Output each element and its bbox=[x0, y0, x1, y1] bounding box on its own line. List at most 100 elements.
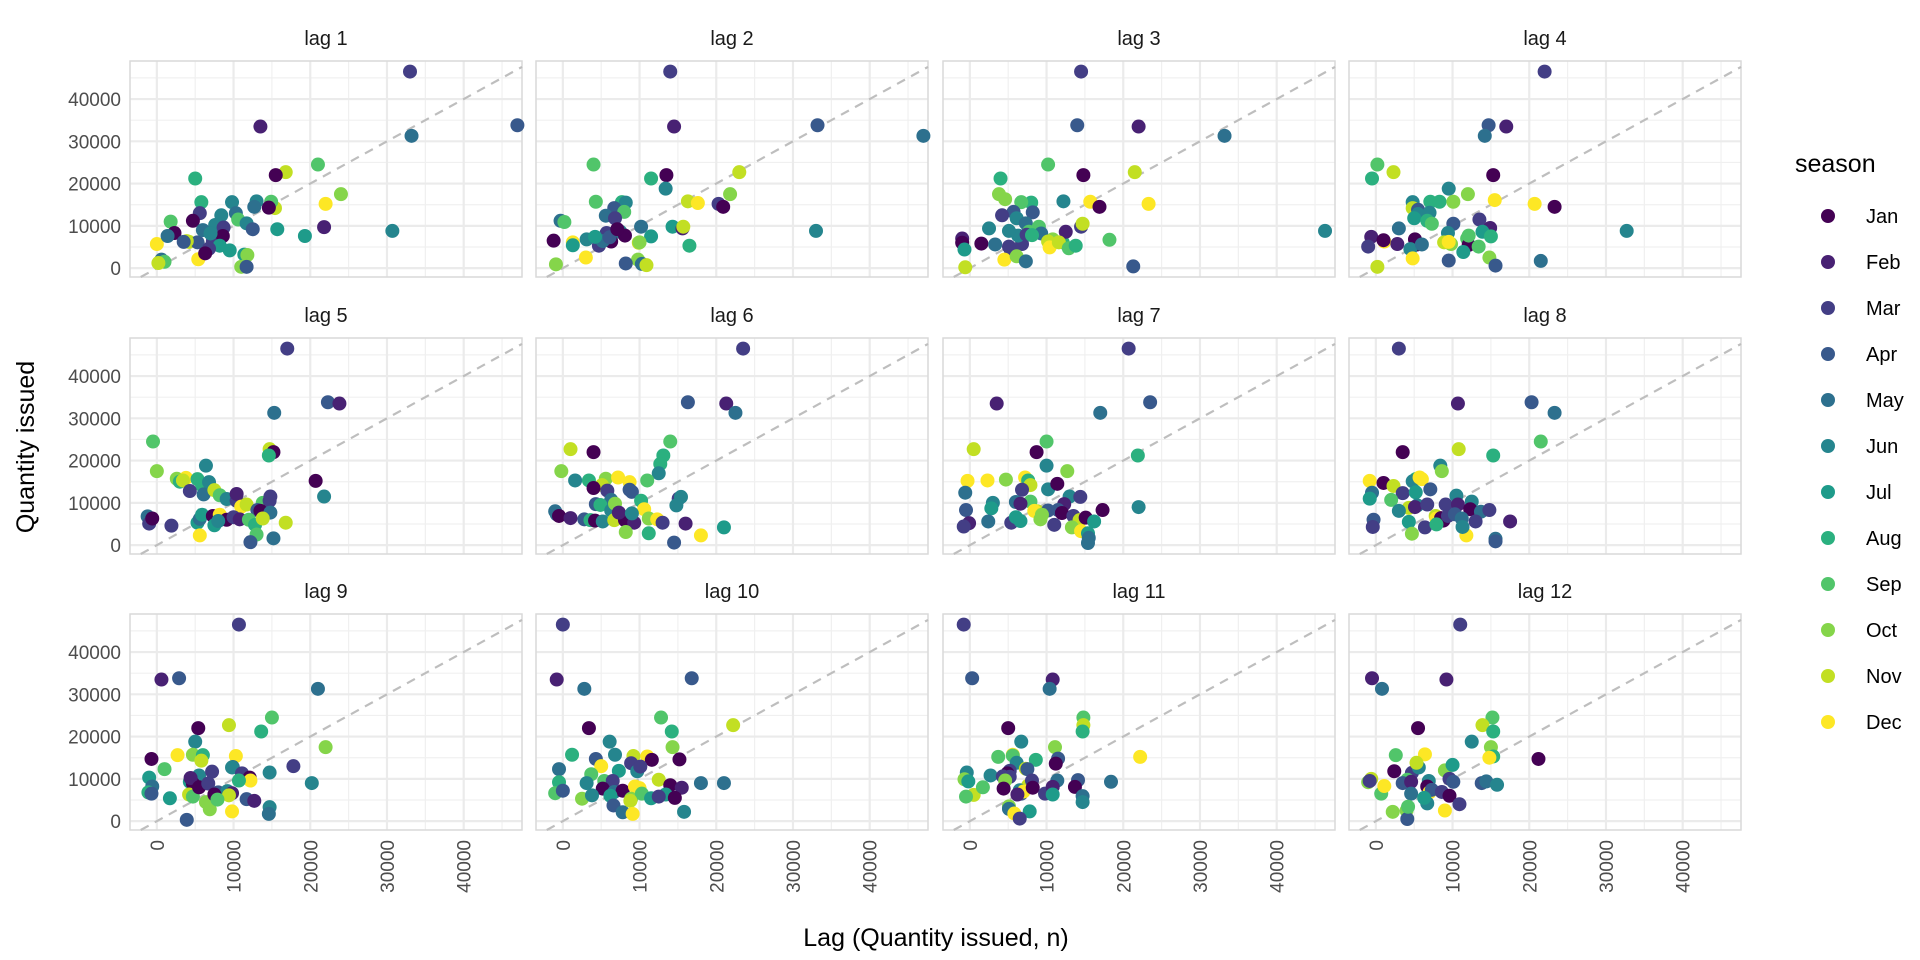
data-point-mar bbox=[555, 617, 570, 632]
data-point-aug bbox=[644, 171, 659, 186]
data-point-dec bbox=[1405, 251, 1420, 266]
data-point-jan bbox=[1411, 721, 1426, 736]
panel-lag-9: lag 9 bbox=[129, 581, 523, 831]
panel-lag-11: lag 11 bbox=[942, 581, 1336, 831]
legend-item-oct: Oct bbox=[1821, 620, 1898, 642]
data-point-dec bbox=[1377, 779, 1392, 794]
data-point-jun bbox=[304, 776, 319, 791]
data-point-sep bbox=[1485, 710, 1500, 725]
panel-title: lag 8 bbox=[1523, 305, 1566, 327]
data-point-sep bbox=[557, 215, 572, 230]
x-tick-label: 10000 bbox=[1038, 840, 1059, 893]
legend-key-dot bbox=[1821, 209, 1835, 223]
data-point-feb bbox=[317, 220, 332, 235]
legend-key-dot bbox=[1821, 531, 1835, 545]
panel-title: lag 2 bbox=[710, 28, 753, 50]
data-point-sep bbox=[959, 789, 974, 804]
data-point-mar bbox=[231, 617, 246, 632]
legend: season Jan Feb Mar Apr May Jun Jul Aug Sep Oct Nov… bbox=[1795, 150, 1904, 734]
data-point-oct bbox=[1404, 526, 1419, 541]
data-point-dec bbox=[243, 773, 258, 788]
data-point-nov bbox=[651, 772, 666, 787]
data-point-oct bbox=[618, 525, 633, 540]
data-point-jan bbox=[1095, 503, 1110, 518]
data-point-dec bbox=[170, 748, 185, 763]
legend-key-dot bbox=[1821, 347, 1835, 361]
data-point-may bbox=[1533, 253, 1548, 268]
data-point-sep bbox=[991, 749, 1006, 764]
panel-border bbox=[1348, 60, 1742, 278]
data-point-may bbox=[981, 514, 996, 529]
data-point-oct bbox=[1048, 740, 1062, 755]
data-point-aug bbox=[254, 724, 269, 739]
data-point-jan bbox=[268, 168, 283, 183]
data-point-sep bbox=[1102, 232, 1117, 247]
data-point-jul bbox=[984, 501, 999, 516]
data-point-jun bbox=[1619, 223, 1634, 238]
data-point-jun bbox=[1464, 734, 1479, 749]
data-point-dec bbox=[1141, 196, 1156, 211]
data-point-feb bbox=[253, 119, 268, 134]
data-point-jun bbox=[1014, 734, 1029, 749]
panel-lag-12: lag 12 bbox=[1348, 581, 1742, 831]
data-point-oct bbox=[554, 464, 569, 479]
panel-lag-8: lag 8 bbox=[1348, 305, 1742, 555]
data-point-jul bbox=[1408, 485, 1423, 500]
data-point-nov bbox=[221, 718, 236, 733]
data-point-jul bbox=[565, 238, 580, 253]
data-point-apr bbox=[144, 786, 159, 801]
data-point-oct bbox=[632, 235, 647, 250]
data-point-apr bbox=[555, 783, 570, 798]
panel-border bbox=[942, 60, 1336, 278]
legend-item-jul: Jul bbox=[1821, 482, 1892, 504]
data-point-may bbox=[958, 485, 973, 500]
data-point-mar bbox=[605, 773, 620, 788]
panel-lag-3: lag 3 bbox=[942, 28, 1336, 278]
data-point-jan bbox=[716, 199, 731, 214]
data-point-apr bbox=[1488, 258, 1503, 273]
data-point-jan bbox=[672, 752, 687, 767]
facet-panels: lag 1 lag 2 lag 3 lag 4 lag 5 lag 6 lag 7 lag 8… bbox=[129, 28, 1742, 831]
x-tick-label: 10000 bbox=[1444, 840, 1465, 893]
x-tick-label: 40000 bbox=[861, 840, 882, 893]
data-point-jul bbox=[611, 763, 626, 778]
data-point-jun bbox=[198, 458, 213, 473]
data-point-jun bbox=[385, 223, 400, 238]
data-point-mar bbox=[1074, 64, 1089, 79]
legend-item-may: May bbox=[1821, 390, 1904, 412]
data-point-sep bbox=[1384, 492, 1399, 507]
data-point-mar bbox=[201, 776, 216, 791]
data-point-may bbox=[728, 405, 743, 420]
data-point-apr bbox=[959, 503, 974, 518]
panel-border bbox=[129, 60, 523, 278]
data-point-dec bbox=[1414, 472, 1429, 487]
legend-item-dec: Dec bbox=[1821, 712, 1902, 734]
data-point-apr bbox=[239, 259, 254, 274]
data-point-jun bbox=[1001, 223, 1016, 238]
data-point-mar bbox=[1537, 64, 1552, 79]
data-point-nov bbox=[563, 442, 578, 457]
panel-border bbox=[1348, 337, 1742, 555]
data-point-feb bbox=[247, 793, 262, 808]
data-point-feb bbox=[674, 780, 689, 795]
panel-title: lag 6 bbox=[710, 305, 753, 327]
y-tick-label: 0 bbox=[110, 536, 121, 557]
x-axis-title: Lag (Quantity issued, n) bbox=[803, 924, 1068, 952]
panel-border bbox=[535, 337, 929, 555]
data-point-jul bbox=[297, 228, 312, 243]
y-tick-label: 10000 bbox=[68, 770, 121, 791]
legend-label: Jun bbox=[1866, 436, 1898, 458]
panel-lag-2: lag 2 bbox=[535, 28, 931, 278]
data-point-jan bbox=[586, 481, 601, 496]
data-point-apr bbox=[684, 671, 699, 686]
legend-item-jun: Jun bbox=[1821, 436, 1898, 458]
data-point-mar bbox=[736, 341, 751, 356]
data-point-mar bbox=[1073, 489, 1088, 504]
data-point-jan bbox=[1048, 756, 1063, 771]
x-tick-label: 20000 bbox=[1114, 840, 1135, 893]
data-point-jan bbox=[1486, 168, 1501, 183]
y-tick-label: 10000 bbox=[68, 494, 121, 515]
y-tick-label: 40000 bbox=[68, 367, 121, 388]
data-point-sep bbox=[975, 780, 990, 795]
data-point-jan bbox=[1376, 233, 1391, 248]
